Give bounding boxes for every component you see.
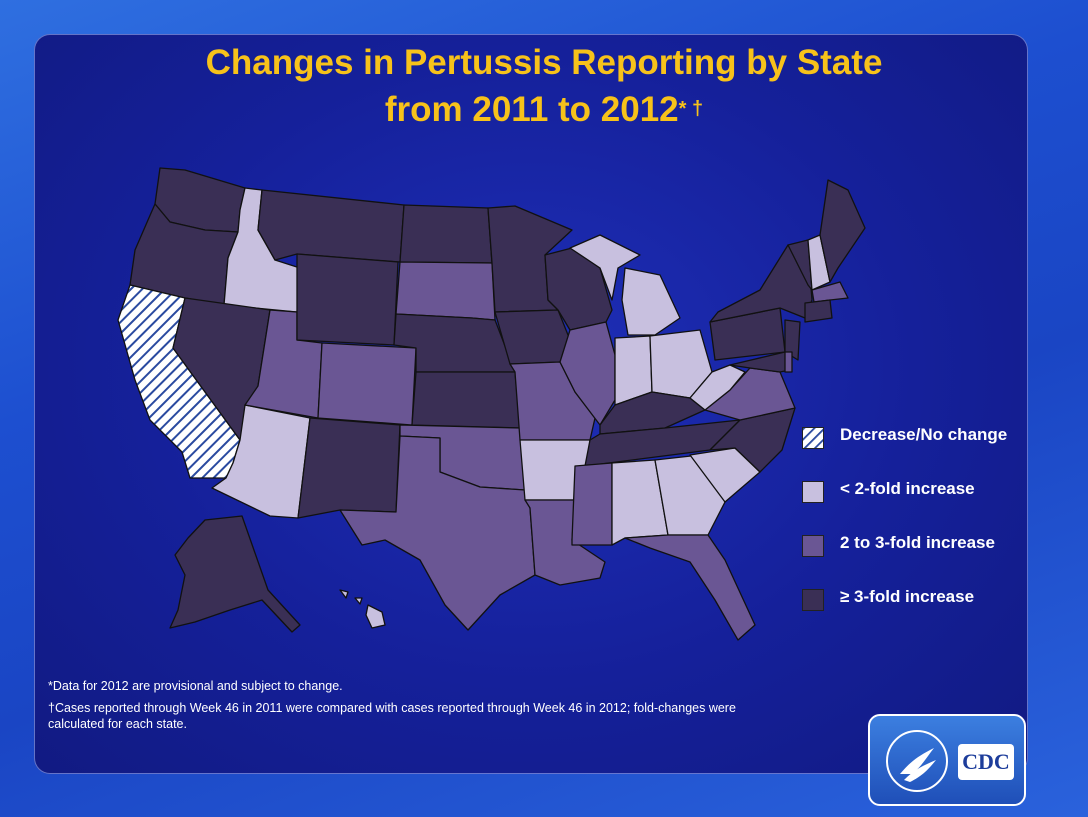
footnotes: *Data for 2012 are provisional and subje… bbox=[48, 678, 748, 738]
state-AK bbox=[169, 515, 301, 633]
state-KS bbox=[411, 371, 521, 429]
legend-label-decrease: Decrease/No change bbox=[840, 425, 1008, 444]
title-line-2-text: from 2011 to 2012 bbox=[384, 90, 679, 129]
state-CO bbox=[317, 342, 417, 426]
state-FL bbox=[624, 534, 756, 641]
state-NM bbox=[297, 417, 401, 519]
state-CT bbox=[804, 299, 833, 323]
state-SD bbox=[395, 261, 496, 321]
footnote-provisional: *Data for 2012 are provisional and subje… bbox=[48, 679, 343, 693]
footnote-method: †Cases reported through Week 46 in 2011 … bbox=[48, 701, 736, 731]
state-HI bbox=[339, 589, 386, 629]
legend-label-lt2: < 2-fold increase bbox=[840, 479, 975, 498]
state-NJ bbox=[784, 319, 801, 361]
state-MA bbox=[811, 281, 849, 303]
state-ND bbox=[399, 204, 493, 264]
title-line-2: from 2011 to 2012* † bbox=[0, 86, 1088, 133]
legend-swatch-decrease bbox=[802, 427, 824, 449]
state-ME bbox=[819, 179, 866, 283]
legend-label-2to3: 2 to 3-fold increase bbox=[840, 533, 995, 552]
state-WY bbox=[296, 253, 399, 346]
state-TX bbox=[339, 435, 536, 631]
state-NY bbox=[709, 244, 813, 323]
legend-swatch-ge3 bbox=[802, 589, 824, 611]
state-WV bbox=[689, 364, 746, 411]
title-footnote-marks: * † bbox=[678, 98, 704, 120]
legend-swatch-2to3 bbox=[802, 535, 824, 557]
state-MT bbox=[257, 189, 405, 263]
state-DE bbox=[784, 351, 793, 373]
slide-title: Changes in Pertussis Reporting by State … bbox=[0, 40, 1088, 133]
legend-label-ge3: ≥ 3-fold increase bbox=[840, 587, 975, 606]
cdc-logo: CDC bbox=[868, 714, 1026, 806]
title-line-1: Changes in Pertussis Reporting by State bbox=[205, 43, 883, 82]
hhs-eagle-icon bbox=[886, 730, 948, 792]
state-IL bbox=[559, 321, 616, 426]
cdc-logo-text: CDC bbox=[958, 744, 1014, 780]
state-MS bbox=[571, 462, 613, 546]
legend-swatch-lt2 bbox=[802, 481, 824, 503]
